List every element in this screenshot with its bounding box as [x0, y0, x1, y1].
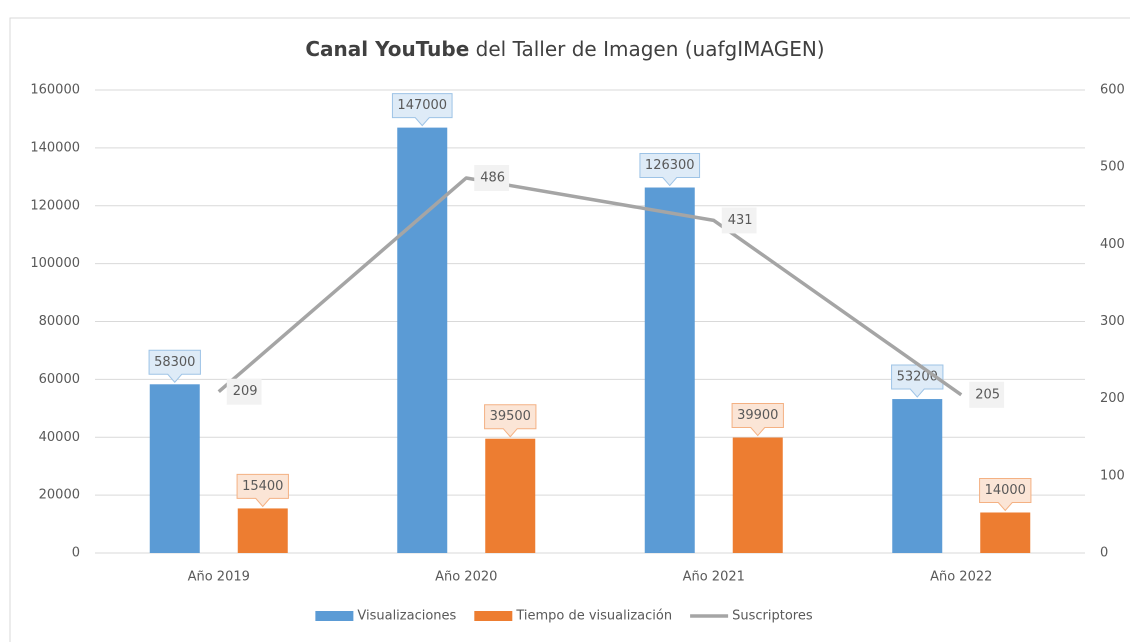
data-label: 14000 [985, 483, 1026, 498]
x-tick-label: Año 2021 [683, 570, 745, 585]
data-label-box [148, 349, 201, 384]
title-bold: Canal YouTube [305, 37, 469, 61]
bar [980, 512, 1031, 553]
data-label: 205 [975, 387, 1000, 402]
data-label-box [391, 93, 453, 127]
data-label: 126300 [645, 158, 695, 173]
data-label-box [226, 378, 262, 405]
y2-tick-label: 500 [1100, 160, 1125, 175]
data-label: 15400 [242, 479, 283, 494]
y-tick-label: 160000 [30, 83, 80, 98]
data-label: 39900 [737, 408, 778, 423]
y-tick-label: 140000 [30, 140, 80, 155]
data-label-box [731, 403, 784, 437]
y2-tick-label: 100 [1100, 468, 1125, 483]
data-label-box [639, 153, 701, 187]
bar [397, 127, 448, 554]
y-tick-label: 100000 [30, 256, 80, 271]
y2-tick-label: 400 [1100, 237, 1125, 252]
legend-label: Tiempo de visualización [515, 609, 672, 624]
data-label: 147000 [397, 98, 447, 113]
y-tick-label: 60000 [39, 372, 80, 387]
chart-frame [9, 17, 1130, 642]
line [217, 176, 963, 397]
y2-tick-label: 0 [1100, 546, 1108, 561]
bar [732, 437, 783, 553]
y-tick-label: 120000 [30, 198, 80, 213]
title-rest: del Taller de Imagen (uafgIMAGEN) [476, 37, 825, 61]
legend-swatch [474, 611, 513, 621]
data-label-box [484, 404, 537, 438]
y2-tick-label: 300 [1100, 314, 1125, 329]
y2-tick-label: 200 [1100, 391, 1125, 406]
y2-tick-label: 600 [1100, 83, 1125, 98]
bar [892, 399, 943, 553]
legend-swatch [315, 611, 354, 621]
y-tick-label: 80000 [39, 314, 80, 329]
bar [485, 438, 536, 553]
x-tick-label: Año 2022 [930, 570, 992, 585]
y-tick-label: 40000 [39, 430, 80, 445]
bar [644, 187, 695, 553]
bar [237, 508, 288, 553]
data-label: 53200 [897, 370, 938, 385]
legend-label: Suscriptores [732, 609, 813, 624]
data-label: 431 [728, 213, 753, 228]
chart-title: Canal YouTube del Taller de Imagen (uafg… [305, 37, 824, 61]
data-label-box [721, 207, 757, 234]
data-label-box [979, 477, 1032, 512]
x-tick-label: Año 2019 [188, 570, 250, 585]
legend-label: Visualizaciones [357, 609, 456, 624]
data-label: 58300 [154, 355, 195, 370]
y-tick-label: 0 [72, 546, 80, 561]
y-tick-label: 20000 [39, 488, 80, 503]
data-label: 39500 [490, 409, 531, 424]
x-tick-label: Año 2020 [435, 570, 497, 585]
data-label-box [969, 381, 1005, 408]
data-label: 486 [480, 170, 505, 185]
data-label-box [236, 473, 289, 508]
data-label-box [474, 164, 510, 191]
data-label: 209 [233, 384, 258, 399]
bar [149, 384, 200, 553]
